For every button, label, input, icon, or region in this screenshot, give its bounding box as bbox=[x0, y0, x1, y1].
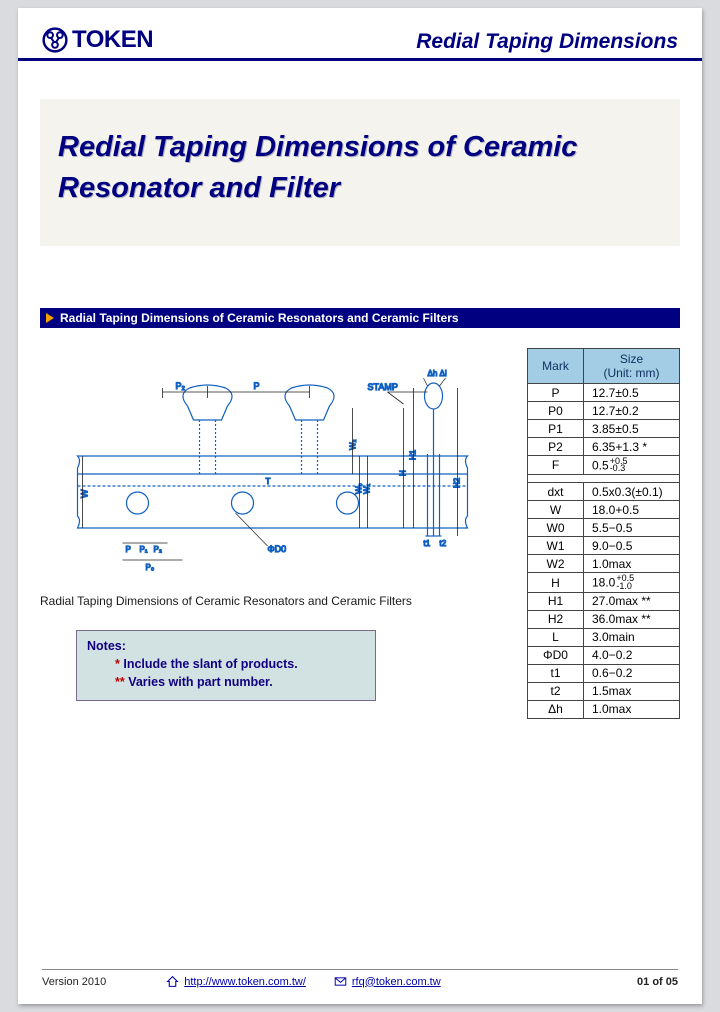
svg-text:P₂: P₂ bbox=[176, 381, 186, 391]
table-row: P012.7±0.2 bbox=[528, 402, 680, 420]
note-2: ** Varies with part number. bbox=[115, 673, 365, 691]
mail-icon bbox=[334, 975, 347, 988]
table-row: P26.35+1.3 * bbox=[528, 438, 680, 456]
taping-diagram: Δh Δl P₂ P STAMP W W₂ bbox=[40, 348, 515, 583]
page: TOKEN Redial Taping Dimensions Redial Ta… bbox=[18, 8, 702, 1004]
svg-text:H: H bbox=[399, 470, 408, 476]
dimensions-table: Mark Size(Unit: mm) P12.7±0.5P012.7±0.2P… bbox=[527, 348, 680, 719]
svg-text:H2: H2 bbox=[453, 477, 462, 488]
company-name: TOKEN bbox=[72, 26, 153, 54]
section-title: Radial Taping Dimensions of Ceramic Reso… bbox=[60, 311, 459, 325]
table-row: W21.0max bbox=[528, 555, 680, 573]
section-bar: Radial Taping Dimensions of Ceramic Reso… bbox=[40, 308, 680, 328]
table-row: t21.5max bbox=[528, 682, 680, 700]
th-size: Size(Unit: mm) bbox=[584, 349, 680, 384]
svg-text:W₁: W₁ bbox=[363, 484, 372, 495]
table-row: P13.85±0.5 bbox=[528, 420, 680, 438]
table-row: F0.5+0.5-0.3 bbox=[528, 456, 680, 475]
svg-text:W₂: W₂ bbox=[349, 440, 358, 451]
svg-text:P: P bbox=[126, 545, 131, 554]
header-subtitle: Redial Taping Dimensions bbox=[416, 30, 678, 54]
content-row: Δh Δl P₂ P STAMP W W₂ bbox=[40, 348, 680, 719]
page-number: 01 of 05 bbox=[637, 976, 678, 988]
diagram-caption: Radial Taping Dimensions of Ceramic Reso… bbox=[40, 594, 515, 608]
left-column: Δh Δl P₂ P STAMP W W₂ bbox=[40, 348, 515, 700]
svg-text:P₂: P₂ bbox=[154, 545, 162, 554]
logo-icon bbox=[42, 27, 68, 53]
table-row: W05.5−0.5 bbox=[528, 519, 680, 537]
table-row: dxt0.5x0.3(±0.1) bbox=[528, 483, 680, 501]
notes-title: Notes: bbox=[87, 637, 365, 655]
svg-text:P: P bbox=[254, 381, 260, 391]
website-link[interactable]: http://www.token.com.tw/ bbox=[166, 975, 306, 988]
svg-text:ΦD0: ΦD0 bbox=[268, 544, 287, 554]
svg-text:t2: t2 bbox=[440, 539, 447, 548]
svg-text:W: W bbox=[80, 489, 90, 498]
th-mark: Mark bbox=[528, 349, 584, 384]
table-row: H18.0+0.5-1.0 bbox=[528, 573, 680, 592]
svg-text:Δh Δl: Δh Δl bbox=[428, 369, 447, 378]
home-icon bbox=[166, 975, 179, 988]
table-row: t10.6−0.2 bbox=[528, 664, 680, 682]
page-title: Redial Taping Dimensions of Ceramic Reso… bbox=[58, 127, 662, 208]
svg-text:t1: t1 bbox=[424, 539, 431, 548]
table-row: W18.0+0.5 bbox=[528, 501, 680, 519]
table-row: Δh1.0max bbox=[528, 700, 680, 718]
title-block: Redial Taping Dimensions of Ceramic Reso… bbox=[40, 99, 680, 246]
table-row: P12.7±0.5 bbox=[528, 384, 680, 402]
svg-text:P₁: P₁ bbox=[140, 545, 148, 554]
svg-text:P₀: P₀ bbox=[146, 563, 155, 572]
triangle-icon bbox=[46, 313, 54, 323]
table-row: W19.0−0.5 bbox=[528, 537, 680, 555]
table-row: H236.0max ** bbox=[528, 610, 680, 628]
note-1: * Include the slant of products. bbox=[115, 655, 365, 673]
company-logo: TOKEN bbox=[42, 26, 153, 54]
table-row: ΦD04.0−0.2 bbox=[528, 646, 680, 664]
footer: Version 2010 http://www.token.com.tw/ rf… bbox=[42, 969, 678, 988]
svg-text:H1: H1 bbox=[409, 449, 418, 460]
email-link[interactable]: rfq@token.com.tw bbox=[334, 975, 441, 988]
notes-box: Notes: * Include the slant of products. … bbox=[76, 630, 376, 700]
table-row: H127.0max ** bbox=[528, 592, 680, 610]
svg-text:T: T bbox=[266, 477, 271, 486]
header: TOKEN Redial Taping Dimensions bbox=[18, 8, 702, 61]
svg-text:STAMP: STAMP bbox=[368, 382, 398, 392]
table-row: L3.0main bbox=[528, 628, 680, 646]
version-label: Version 2010 bbox=[42, 976, 106, 988]
